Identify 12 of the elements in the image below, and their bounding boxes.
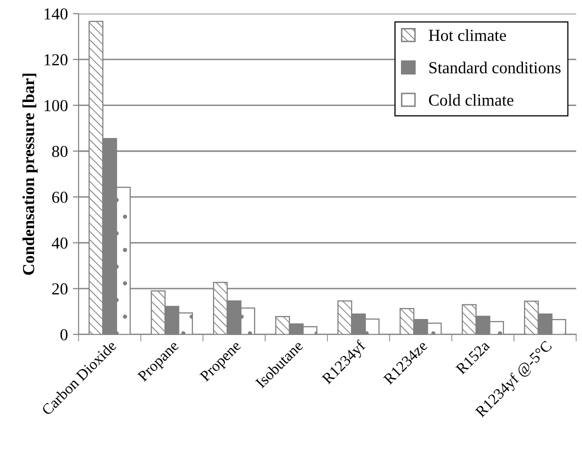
y-tick-label: 120 [44, 54, 68, 66]
y-tick-label: 20 [52, 283, 68, 295]
legend-label: Standard conditions [429, 62, 561, 74]
y-tick-label: 140 [44, 8, 68, 20]
y-tick-label: 0 [60, 329, 68, 340]
y-axis-title: Condensation pressure [bar] [22, 74, 38, 275]
legend-label: Cold climate [429, 94, 514, 106]
y-tick-label: 80 [52, 146, 68, 158]
legend-label: Hot climate [428, 29, 506, 41]
y-tick-label: 60 [52, 192, 68, 203]
y-tick-label: 100 [44, 100, 68, 112]
y-tick-label: 40 [52, 237, 68, 249]
